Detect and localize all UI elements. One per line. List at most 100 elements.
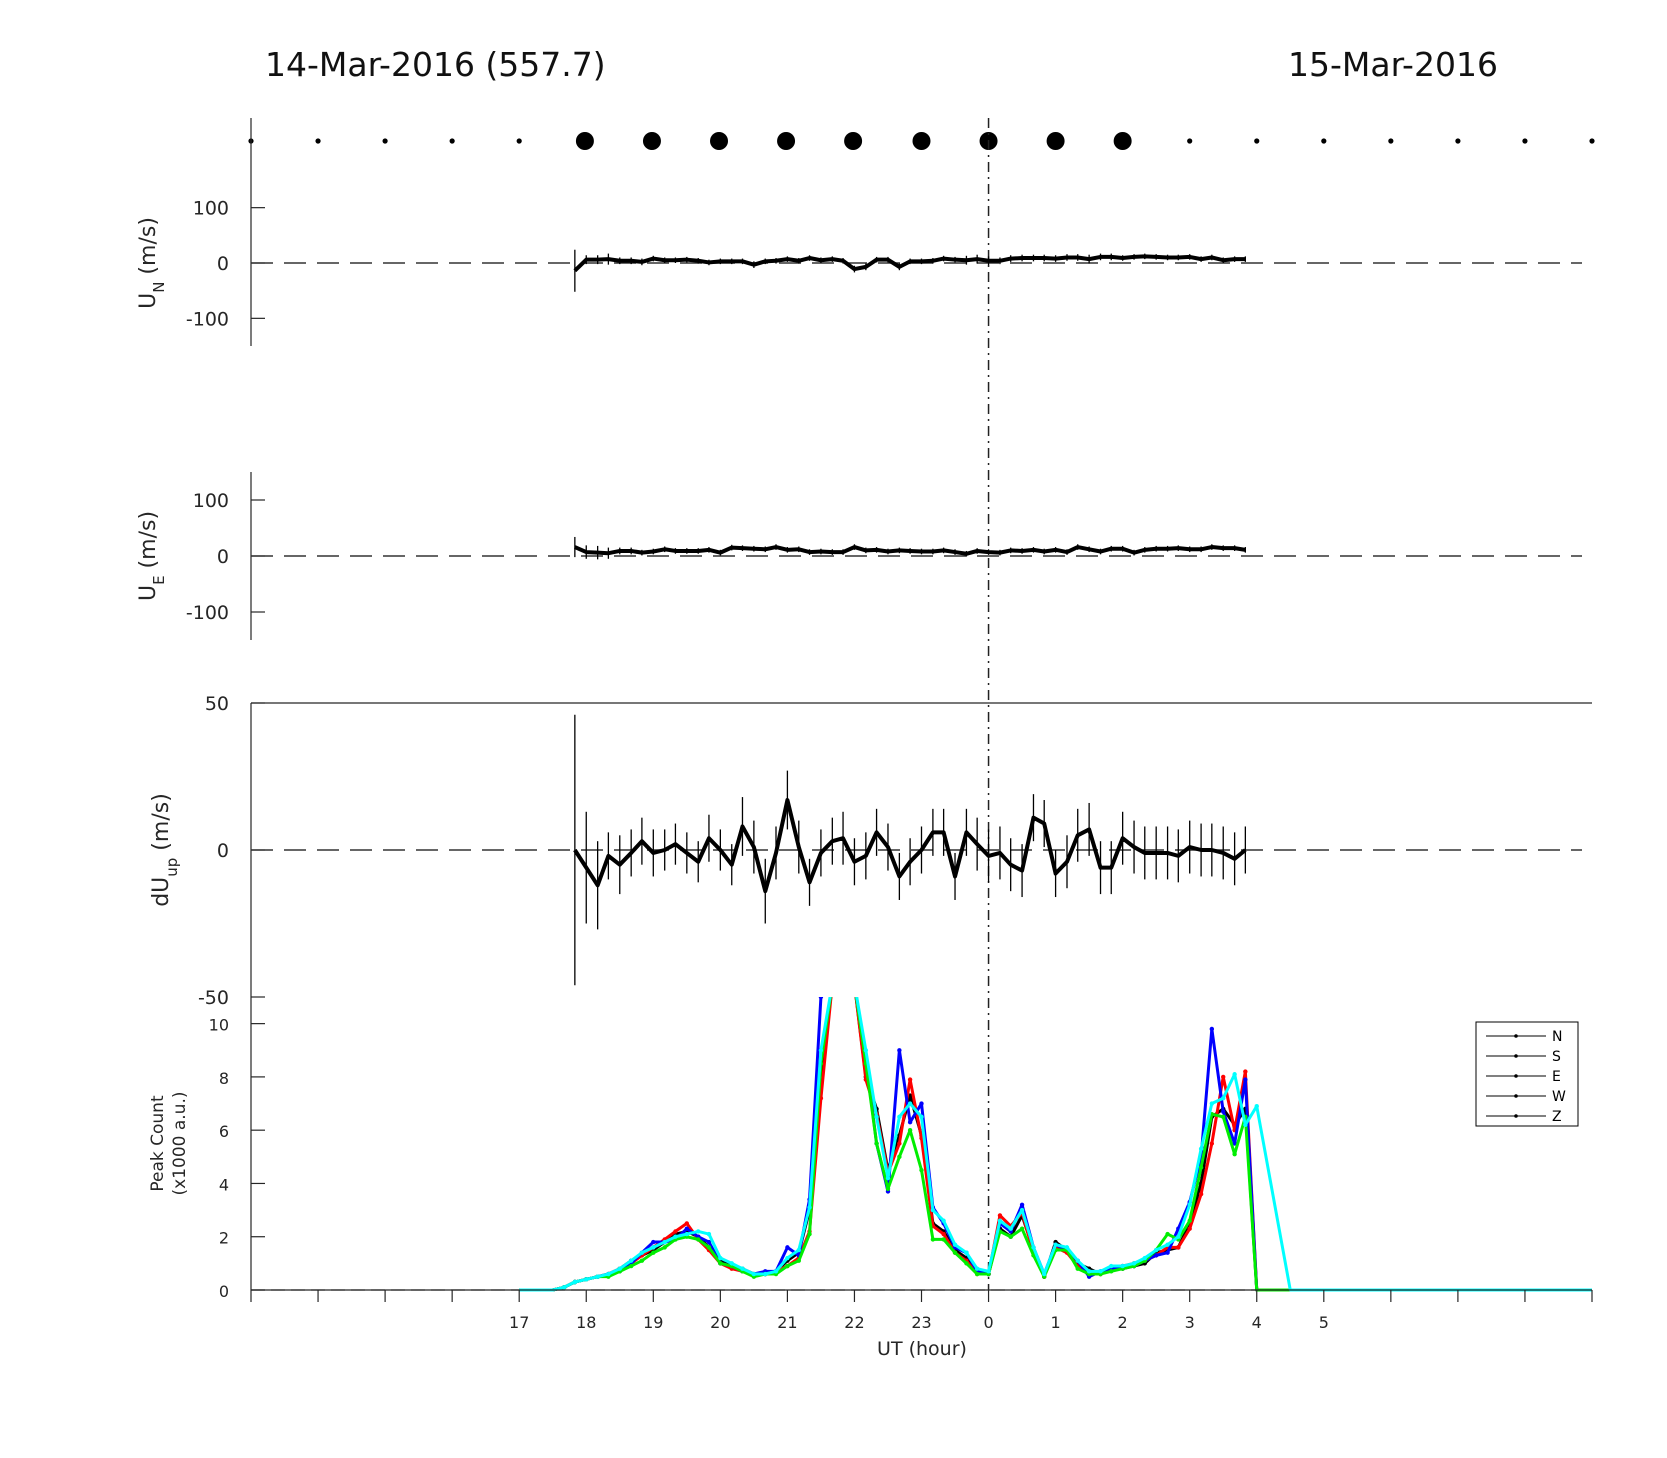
peak-point	[617, 1266, 622, 1271]
peak-point	[785, 1263, 790, 1269]
top-marker	[449, 138, 455, 144]
peak-point	[1176, 1234, 1181, 1239]
dup-line	[573, 798, 1247, 894]
x-axis: UT (hour) 17 18 19 20 21 22 23 0 1 2 3 4 5	[250, 118, 1593, 1360]
top-marker	[1254, 138, 1260, 144]
legend-marker	[1514, 1054, 1518, 1058]
peak-point	[651, 1250, 656, 1255]
peak-point	[1109, 1263, 1114, 1269]
peak-point	[785, 1245, 790, 1250]
peak-point	[1031, 1253, 1036, 1258]
peak-point	[651, 1245, 656, 1250]
dup-y-tick-label: 0	[217, 840, 229, 862]
legend-marker	[1514, 1094, 1518, 1098]
peak-point	[751, 1271, 757, 1277]
peak-point	[863, 1048, 869, 1053]
peak-point	[907, 1127, 913, 1133]
peak-point	[818, 997, 824, 1000]
legend-box	[1475, 1021, 1579, 1127]
x-tick-label: 18	[576, 1313, 596, 1332]
peak-point	[1075, 1258, 1080, 1263]
peak-point	[696, 1237, 701, 1242]
peak-point	[706, 1245, 712, 1250]
peak-point	[1019, 1202, 1025, 1207]
peak-point	[796, 1258, 801, 1263]
peak-point	[1165, 1231, 1170, 1237]
peak-point	[807, 1231, 812, 1237]
peak-point	[1243, 1122, 1248, 1128]
dup-y-label: dUup (m/s)	[149, 793, 181, 907]
peak-point	[907, 1077, 913, 1082]
peak-point	[1165, 1242, 1170, 1247]
dup-y-tick-label: -50	[198, 987, 229, 1009]
peak-point	[1243, 1077, 1248, 1082]
peak-point	[885, 1175, 891, 1181]
right-title: 15-Mar-2016	[1288, 45, 1498, 84]
x-tick-label: 20	[710, 1313, 730, 1332]
top-marker	[382, 138, 388, 144]
top-marker	[1522, 138, 1528, 144]
peak-point	[595, 1274, 600, 1279]
peak-point	[941, 1231, 946, 1237]
peak-point	[729, 1261, 734, 1266]
peak-point	[1254, 1104, 1259, 1109]
un-panel: -100 0 100 UN (m/s)	[136, 180, 1582, 346]
peak-y-label: Peak Count	[148, 1095, 168, 1192]
ue-panel: -100 0 100 UE (m/s)	[136, 472, 1582, 640]
peak-point	[1008, 1234, 1013, 1239]
peak-point	[1187, 1226, 1192, 1231]
x-tick-label: 21	[777, 1313, 797, 1332]
un-y-tick-label: 100	[193, 198, 229, 220]
peak-point	[639, 1258, 645, 1263]
peak-point	[740, 1266, 745, 1271]
peak-point	[897, 1048, 902, 1053]
peak-y-tick-label: 10	[209, 1016, 229, 1035]
peak-series-group	[519, 997, 1592, 1292]
peak-point	[1232, 1141, 1237, 1146]
peak-point	[1142, 1255, 1147, 1261]
top-markers	[248, 132, 1595, 150]
dup-panel: -50 0 50 dUup (m/s)	[149, 693, 1592, 1009]
legend-marker	[1514, 1114, 1518, 1118]
peak-point	[718, 1261, 723, 1266]
legend-label: Z	[1552, 1109, 1562, 1125]
top-marker	[777, 132, 796, 150]
peak-point	[1075, 1266, 1080, 1271]
peak-point	[919, 1101, 924, 1106]
peak-point	[1120, 1263, 1125, 1269]
peak-point	[964, 1261, 969, 1266]
peak-point	[1053, 1242, 1058, 1247]
top-marker	[1046, 132, 1065, 150]
peak-point	[706, 1239, 712, 1245]
peak-point	[628, 1258, 634, 1263]
x-tick-label: 23	[911, 1313, 931, 1332]
top-marker	[1113, 132, 1132, 150]
peak-point	[818, 1048, 824, 1053]
peak-point	[1098, 1269, 1103, 1274]
top-marker	[1589, 138, 1595, 144]
peak-point	[874, 1114, 879, 1120]
peak-point	[941, 1218, 946, 1223]
peak-point	[1131, 1261, 1137, 1266]
peak-y-tick-label: 0	[219, 1282, 229, 1301]
legend-label: N	[1552, 1029, 1562, 1045]
peak-y-tick-label: 2	[219, 1229, 229, 1248]
peak-point	[930, 1207, 936, 1213]
un-y-label: UN (m/s)	[136, 217, 168, 309]
peak-point	[628, 1263, 634, 1269]
peak-point	[673, 1229, 678, 1234]
peak-point	[941, 1237, 946, 1242]
peak-point	[1221, 1096, 1226, 1101]
ue-y-tick-label: 100	[193, 490, 229, 512]
top-marker	[710, 132, 729, 150]
peak-point	[807, 1205, 812, 1210]
peak-point	[986, 1269, 991, 1274]
peak-point	[718, 1255, 723, 1261]
top-marker	[1388, 138, 1394, 144]
peak-point	[773, 1269, 779, 1274]
peak-point	[1198, 1146, 1204, 1152]
peak-point	[1019, 1226, 1025, 1231]
peak-point	[1176, 1245, 1181, 1250]
